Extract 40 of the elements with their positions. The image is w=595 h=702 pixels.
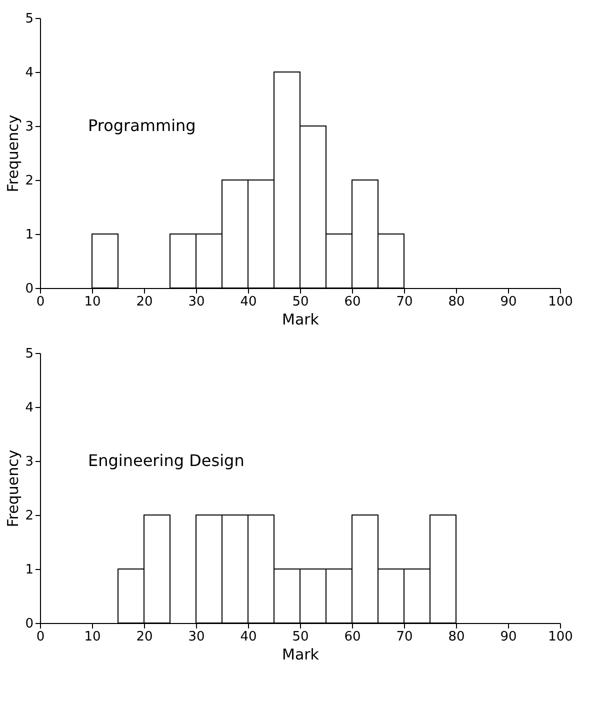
- y-axis-title: Frequency: [4, 450, 22, 528]
- annotation: Programming: [88, 116, 196, 135]
- x-tick-label: 100: [548, 630, 573, 644]
- x-tick-label: 10: [84, 294, 101, 310]
- x-tick-label: 50: [292, 630, 309, 644]
- y-tick-label: 5: [25, 12, 34, 26]
- x-tick-label: 0: [36, 630, 45, 644]
- y-tick-label: 3: [25, 454, 34, 470]
- x-tick-label: 100: [548, 294, 573, 310]
- annotation: Engineering Design: [88, 451, 244, 470]
- x-tick-label: 60: [344, 630, 361, 644]
- x-tick-label: 90: [500, 294, 517, 310]
- y-tick-label: 2: [25, 508, 34, 524]
- y-tick-label: 1: [25, 228, 34, 242]
- x-tick-label: 80: [448, 630, 465, 644]
- y-tick-label: 0: [25, 282, 34, 296]
- x-tick-label: 90: [500, 630, 517, 644]
- x-tick-label: 50: [292, 294, 309, 310]
- y-tick-label: 3: [25, 120, 34, 134]
- x-tick-label: 80: [448, 294, 465, 310]
- x-tick-label: 40: [240, 630, 257, 644]
- y-tick-label: 4: [25, 66, 34, 80]
- y-tick-label: 2: [25, 174, 34, 188]
- x-tick-label: 60: [344, 294, 361, 310]
- y-axis-title: Frequency: [4, 114, 22, 192]
- y-tick-label: 0: [25, 616, 34, 632]
- y-tick-label: 1: [25, 562, 34, 578]
- y-tick-label: 5: [25, 346, 34, 362]
- x-tick-label: 70: [396, 294, 413, 310]
- x-axis-title: Mark: [282, 646, 320, 664]
- x-tick-label: 70: [396, 630, 413, 644]
- x-tick-label: 40: [240, 294, 257, 310]
- x-axis-title: Mark: [282, 310, 320, 328]
- x-tick-label: 10: [84, 630, 101, 644]
- x-tick-label: 30: [188, 294, 205, 310]
- x-tick-label: 20: [136, 294, 153, 310]
- x-tick-label: 30: [188, 630, 205, 644]
- x-tick-label: 0: [36, 294, 45, 310]
- y-tick-label: 4: [25, 400, 34, 416]
- x-tick-label: 20: [136, 630, 153, 644]
